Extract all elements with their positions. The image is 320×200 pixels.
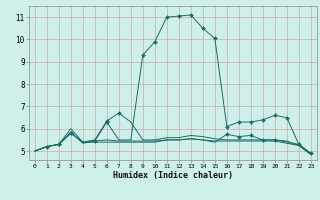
X-axis label: Humidex (Indice chaleur): Humidex (Indice chaleur) [113, 171, 233, 180]
